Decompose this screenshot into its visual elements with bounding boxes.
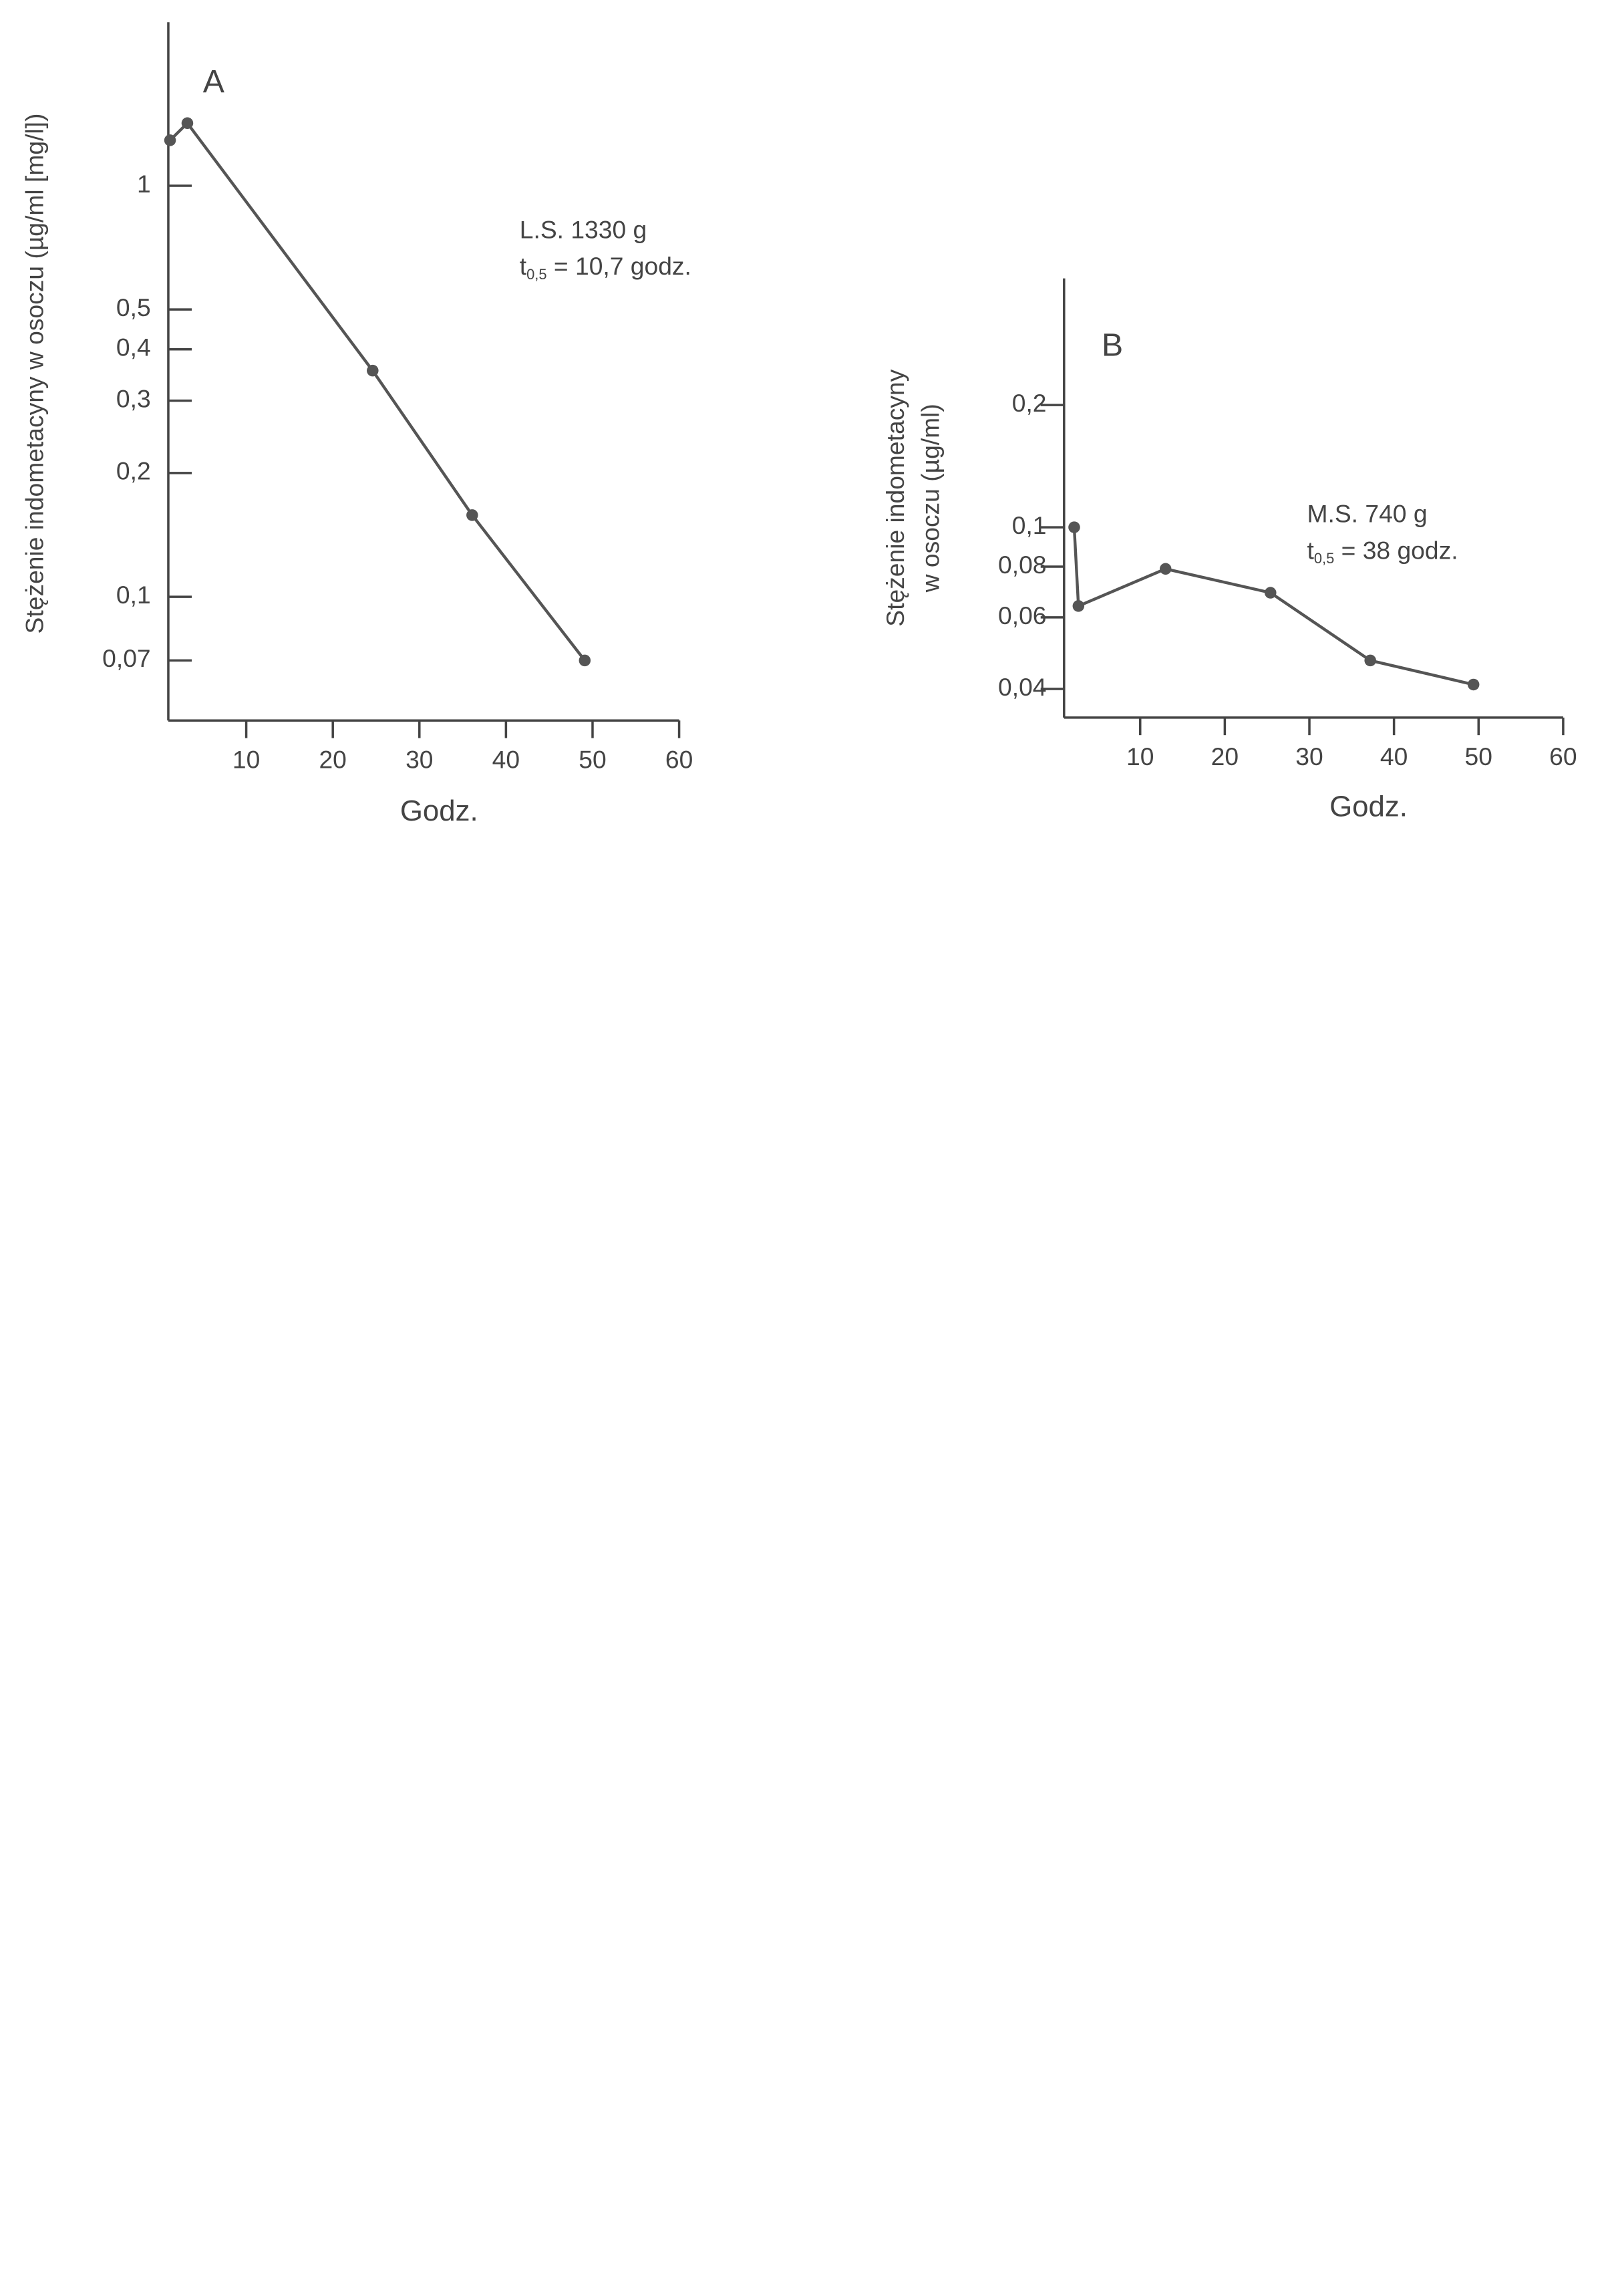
x-tick-label: 10 (1126, 742, 1154, 770)
panel-label: B (1102, 327, 1123, 363)
y-tick-label: 0,2 (1012, 389, 1047, 417)
y-tick-label: 0,06 (998, 601, 1046, 629)
data-point (1264, 587, 1277, 599)
annotation-t: t (520, 252, 527, 280)
y-tick-label: 0,04 (998, 673, 1046, 701)
y-tick-label: 1 (137, 170, 151, 198)
x-tick-label: 10 (232, 745, 260, 773)
y-axis-label: w osoczu (µg/ml) (916, 404, 944, 593)
annotation: M.S. 740 g (1307, 499, 1427, 527)
data-line (1072, 527, 1474, 686)
data-point (1364, 654, 1376, 667)
y-axis-label: Stężenie indometacyny (881, 369, 909, 626)
x-tick-label: 50 (1465, 742, 1492, 770)
data-point (181, 117, 194, 130)
data-point (1159, 563, 1172, 575)
y-tick-label: 0,4 (116, 333, 151, 362)
annotation-sub: 0,5 (526, 266, 546, 283)
annotation-rest: = 38 godz. (1334, 536, 1458, 564)
annotation-rest: = 10,7 godz. (547, 252, 691, 280)
data-line (169, 120, 587, 662)
x-tick-label: 30 (406, 745, 433, 773)
panel-label: A (203, 63, 225, 100)
x-tick-label: 30 (1295, 742, 1323, 770)
y-tick-label: 0,07 (102, 644, 150, 672)
x-axis-label: Godz. (400, 795, 478, 827)
annotation: L.S. 1330 g (520, 215, 647, 243)
y-tick-label: 0,3 (116, 384, 151, 412)
data-point (1072, 600, 1085, 612)
annotation-sub: 0,5 (1314, 550, 1334, 567)
x-tick-label: 40 (492, 745, 520, 773)
x-tick-label: 50 (579, 745, 606, 773)
y-tick-label: 0,08 (998, 551, 1046, 579)
x-tick-label: 60 (1549, 742, 1577, 770)
data-point (367, 364, 379, 377)
data-point (164, 134, 176, 146)
annotation: t0,5 = 10,7 godz. (520, 252, 691, 283)
y-tick-label: 0,1 (116, 581, 151, 609)
y-tick-label: 0,5 (116, 293, 151, 321)
data-point (1467, 678, 1480, 691)
y-tick-label: 0,2 (116, 457, 151, 485)
data-point (1068, 521, 1080, 533)
x-axis-label: Godz. (1329, 790, 1408, 823)
data-point (466, 509, 478, 521)
y-tick-label: 0,1 (1012, 511, 1047, 539)
data-point (579, 654, 591, 667)
x-tick-label: 60 (665, 745, 693, 773)
x-tick-label: 40 (1380, 742, 1408, 770)
annotation-t: t (1307, 536, 1314, 564)
x-tick-label: 20 (319, 745, 346, 773)
y-axis-label: Stężenie indometacyny w osoczu (µg/ml [m… (21, 114, 49, 634)
annotation: t0,5 = 38 godz. (1307, 536, 1458, 567)
x-tick-label: 20 (1211, 742, 1239, 770)
